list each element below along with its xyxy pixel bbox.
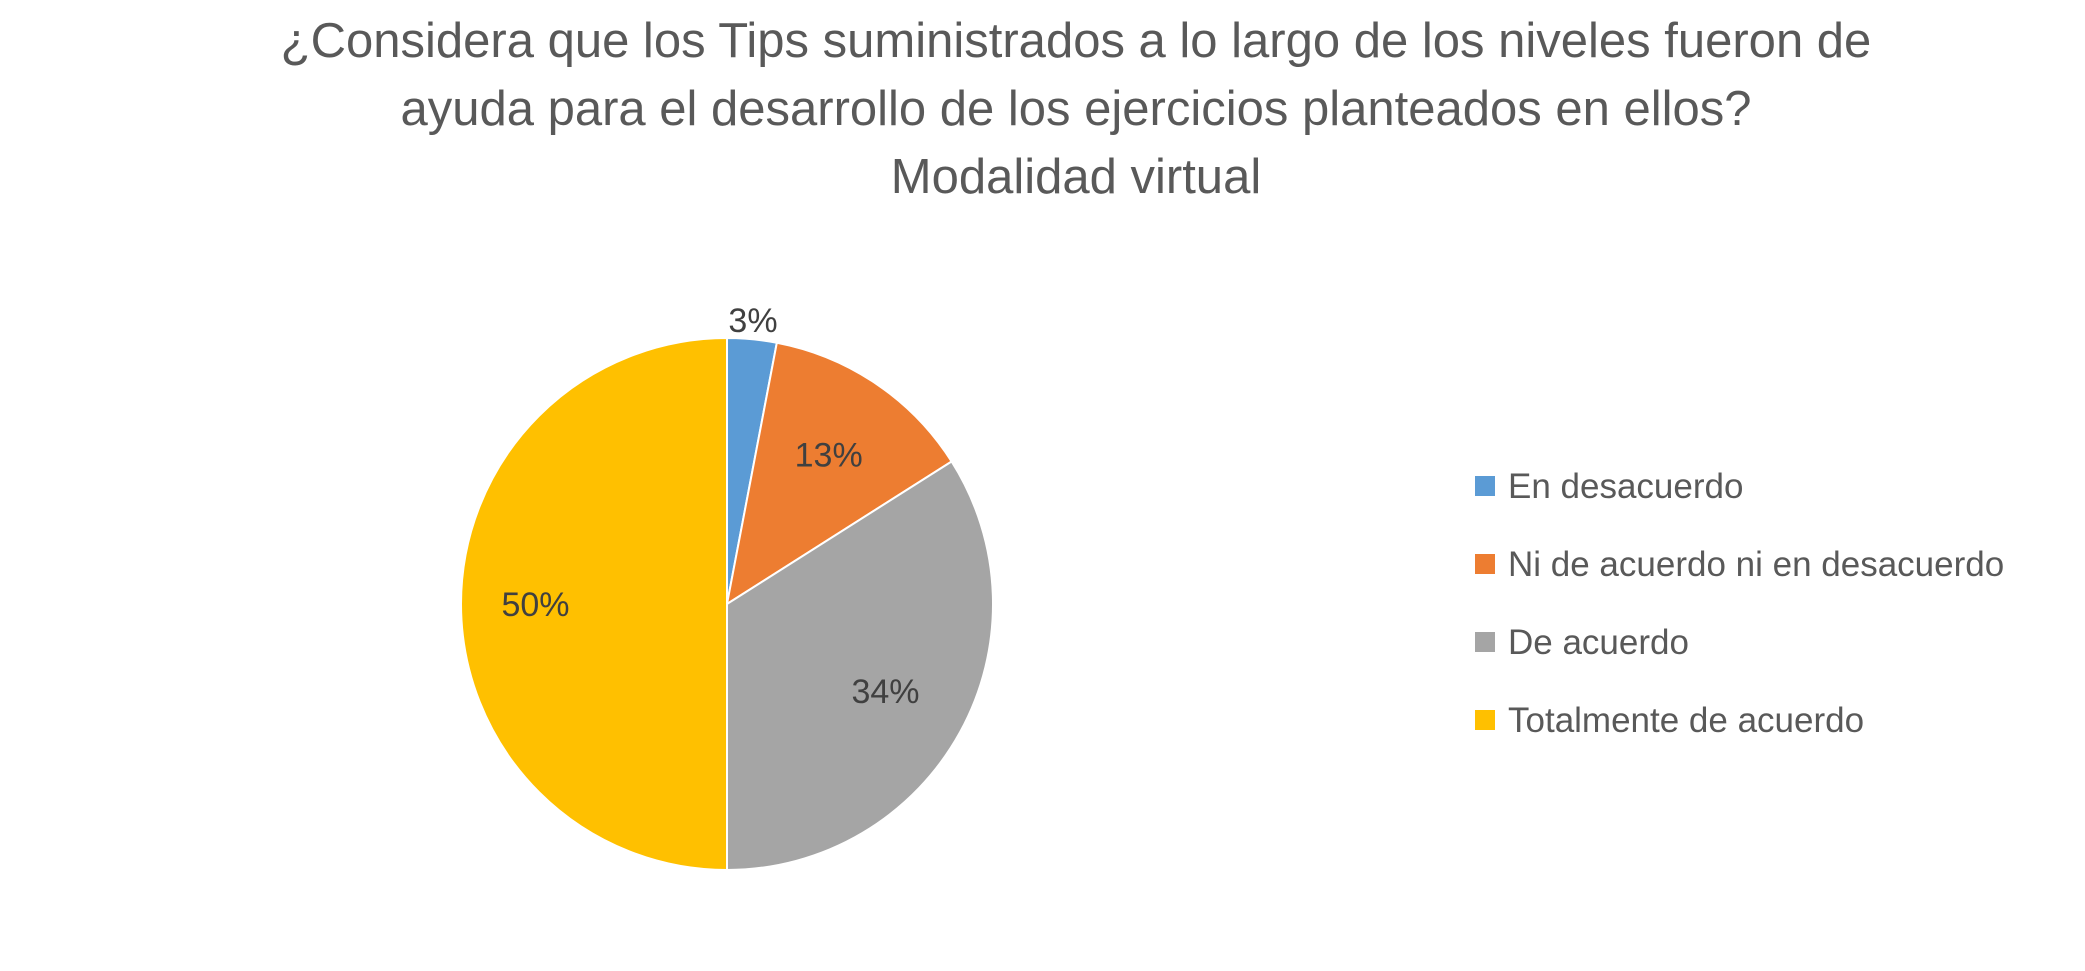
legend-swatch-de-acuerdo [1475,632,1495,652]
data-label-de-acuerdo: 34% [851,673,919,711]
chart-title-line-2: ayuda para el desarrollo de los ejercici… [400,82,1751,136]
pie-slice-ni-de-acuerdo-ni-en-desacuerdo [725,341,953,607]
chart-title-line-1: ¿Considera que los Tips suministrados a … [281,14,1872,68]
data-label-en-desacuerdo: 3% [728,302,777,340]
legend-label-en-desacuerdo: En desacuerdo [1508,467,1743,506]
data-labels: 3% 13% 34% 50% [501,302,919,711]
data-label-totalmente-de-acuerdo: 50% [501,586,569,624]
chart-title: ¿Considera que los Tips suministrados a … [281,14,1872,204]
legend: En desacuerdo Ni de acuerdo ni en desacue… [1475,467,2004,740]
chart-title-line-3: Modalidad virtual [891,150,1261,204]
legend-label-ni-de-acuerdo-ni-en-desacuerdo: Ni de acuerdo ni en desacuerdo [1508,545,2004,584]
legend-swatch-en-desacuerdo [1475,476,1495,496]
legend-swatch-totalmente-de-acuerdo [1475,710,1495,730]
pie-slice-de-acuerdo [726,460,994,872]
legend-swatch-ni-de-acuerdo-ni-en-desacuerdo [1475,554,1495,574]
pie-slices [460,336,994,872]
legend-label-totalmente-de-acuerdo: Totalmente de acuerdo [1508,701,1864,740]
pie-slice-totalmente-de-acuerdo [460,336,728,872]
data-label-ni-de-acuerdo-ni-en-desacuerdo: 13% [795,436,863,474]
legend-label-de-acuerdo: De acuerdo [1508,623,1689,662]
